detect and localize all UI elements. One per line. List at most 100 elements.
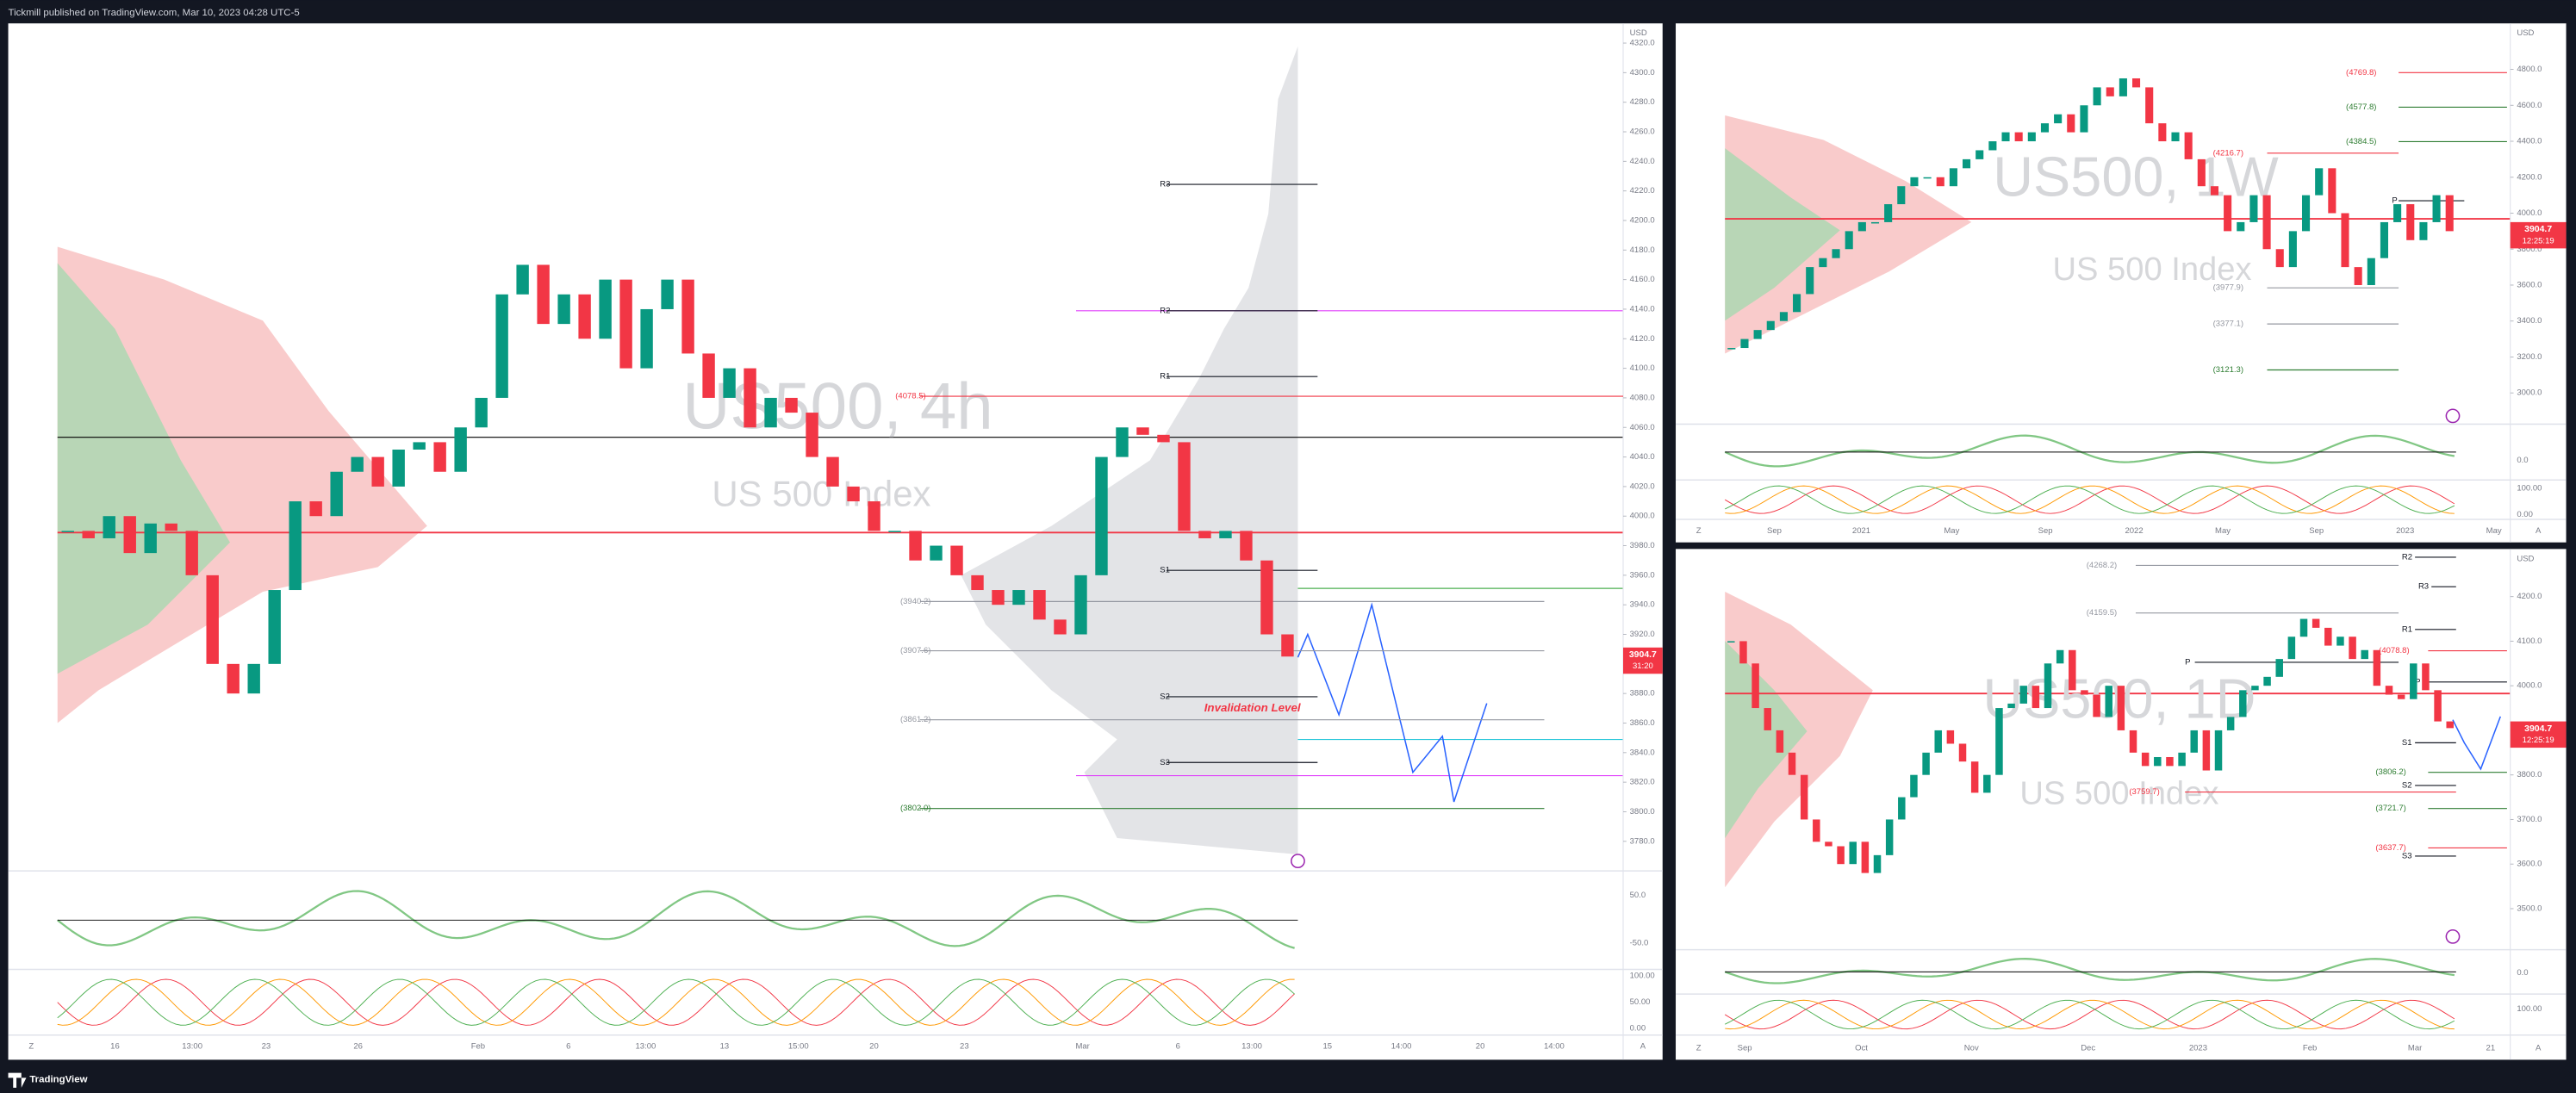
price-label: 3860.0: [1630, 718, 1655, 728]
candle: [1752, 663, 1759, 709]
price-label: 3820.0: [1630, 778, 1655, 787]
candle: [2154, 756, 2162, 767]
level-label: R3: [1160, 180, 1170, 189]
time-label: 20: [1476, 1042, 1485, 1052]
level-label: R1: [2402, 624, 2412, 634]
price-label: 3780.0: [1630, 836, 1655, 846]
candle: [1885, 819, 1894, 855]
corner-button[interactable]: A: [1640, 1042, 1646, 1052]
candle: [1240, 531, 1253, 561]
candle: [2067, 114, 2075, 133]
candle: [2239, 690, 2247, 717]
level-label: (4216.7): [2213, 148, 2243, 158]
corner-button[interactable]: Z: [1696, 1044, 1702, 1053]
candle: [433, 442, 446, 472]
candle: [2287, 637, 2296, 660]
price-label: 3800.0: [2517, 245, 2542, 254]
candle: [2224, 195, 2232, 232]
time-label: 26: [353, 1042, 363, 1052]
candle: [1884, 204, 1893, 222]
candle: [1825, 841, 1832, 847]
price-label: 3400.0: [2517, 316, 2542, 326]
candle: [1861, 841, 1870, 873]
candle: [1963, 158, 1971, 169]
event-icon[interactable]: [2445, 928, 2461, 944]
time-label: May: [1944, 526, 1959, 536]
level-label: S3: [1160, 758, 1170, 767]
time-label: 20: [869, 1042, 879, 1052]
time-label: 2022: [2125, 526, 2143, 536]
price-label: 3800.0: [2517, 770, 2542, 779]
candle: [2129, 730, 2137, 753]
volume-profile: [961, 46, 1298, 855]
candle: [764, 397, 777, 428]
price-label: 4000.0: [2517, 681, 2542, 691]
level-label: (3721.7): [2375, 804, 2405, 813]
candle: [1806, 267, 1814, 295]
candle: [1281, 634, 1294, 657]
event-icon[interactable]: [2445, 408, 2461, 424]
level-label: S2: [1160, 692, 1170, 701]
candle: [1776, 730, 1784, 753]
candle: [1910, 774, 1918, 798]
candle: [640, 308, 653, 369]
candle: [2341, 213, 2349, 268]
candle: [1923, 177, 1932, 179]
last-price-tag: [2510, 221, 2567, 249]
level-label: (4078.8): [2379, 646, 2409, 655]
candle: [330, 471, 343, 517]
candle: [2093, 87, 2101, 106]
price-label: 4280.0: [1630, 97, 1655, 107]
level-label: S3: [2402, 851, 2412, 860]
candle: [619, 279, 632, 369]
price-label: 3800.0: [1630, 807, 1655, 817]
candle: [2422, 663, 2430, 691]
corner-button[interactable]: Z: [1696, 526, 1702, 536]
time-label: Sep: [2309, 526, 2324, 536]
candle: [1870, 221, 1880, 224]
event-icon[interactable]: [1291, 854, 1305, 869]
price-label: 4200.0: [2517, 172, 2542, 182]
candle: [2263, 676, 2271, 686]
price-label: 4400.0: [2517, 137, 2542, 146]
time-label: 23: [960, 1042, 969, 1052]
level-label: (3977.9): [2213, 283, 2243, 293]
candle: [971, 574, 984, 591]
indicator-label: 100.00: [2517, 1004, 2542, 1014]
time-label: Sep: [2038, 526, 2053, 536]
time-label: Dec: [2081, 1044, 2095, 1053]
level-label: R2: [2402, 552, 2412, 562]
candle: [2349, 637, 2356, 660]
currency: USD: [2517, 554, 2534, 563]
indicator-label: -50.0: [1630, 939, 1649, 948]
candle: [371, 456, 384, 487]
candle: [495, 294, 508, 398]
corner-button[interactable]: Z: [28, 1042, 34, 1052]
candle: [2301, 195, 2311, 232]
corner-button[interactable]: A: [2536, 1044, 2542, 1053]
level-label: P: [2185, 657, 2190, 667]
candle: [950, 545, 963, 575]
time-label: 2023: [2396, 526, 2414, 536]
level-label: (4268.2): [2087, 561, 2117, 570]
candle: [1788, 752, 1796, 775]
candle: [1832, 249, 1840, 258]
time-label: 13:00: [636, 1042, 656, 1052]
candle: [2080, 105, 2088, 133]
candle: [1074, 574, 1087, 635]
volume-profile-1d-green: [1725, 641, 1808, 838]
candle: [681, 279, 694, 354]
candle: [1740, 338, 1749, 349]
oscillator: [1724, 434, 2455, 468]
price-label: 4260.0: [1630, 127, 1655, 137]
time-label: Sep: [1738, 1044, 1752, 1053]
stochastic: [1725, 485, 2455, 514]
corner-button[interactable]: A: [2536, 526, 2542, 536]
candle: [2019, 686, 2027, 704]
candle: [1819, 258, 1827, 268]
candle: [2434, 690, 2442, 722]
candle: [1897, 186, 1906, 205]
price-label: 4060.0: [1630, 423, 1655, 432]
candle: [2158, 123, 2167, 142]
